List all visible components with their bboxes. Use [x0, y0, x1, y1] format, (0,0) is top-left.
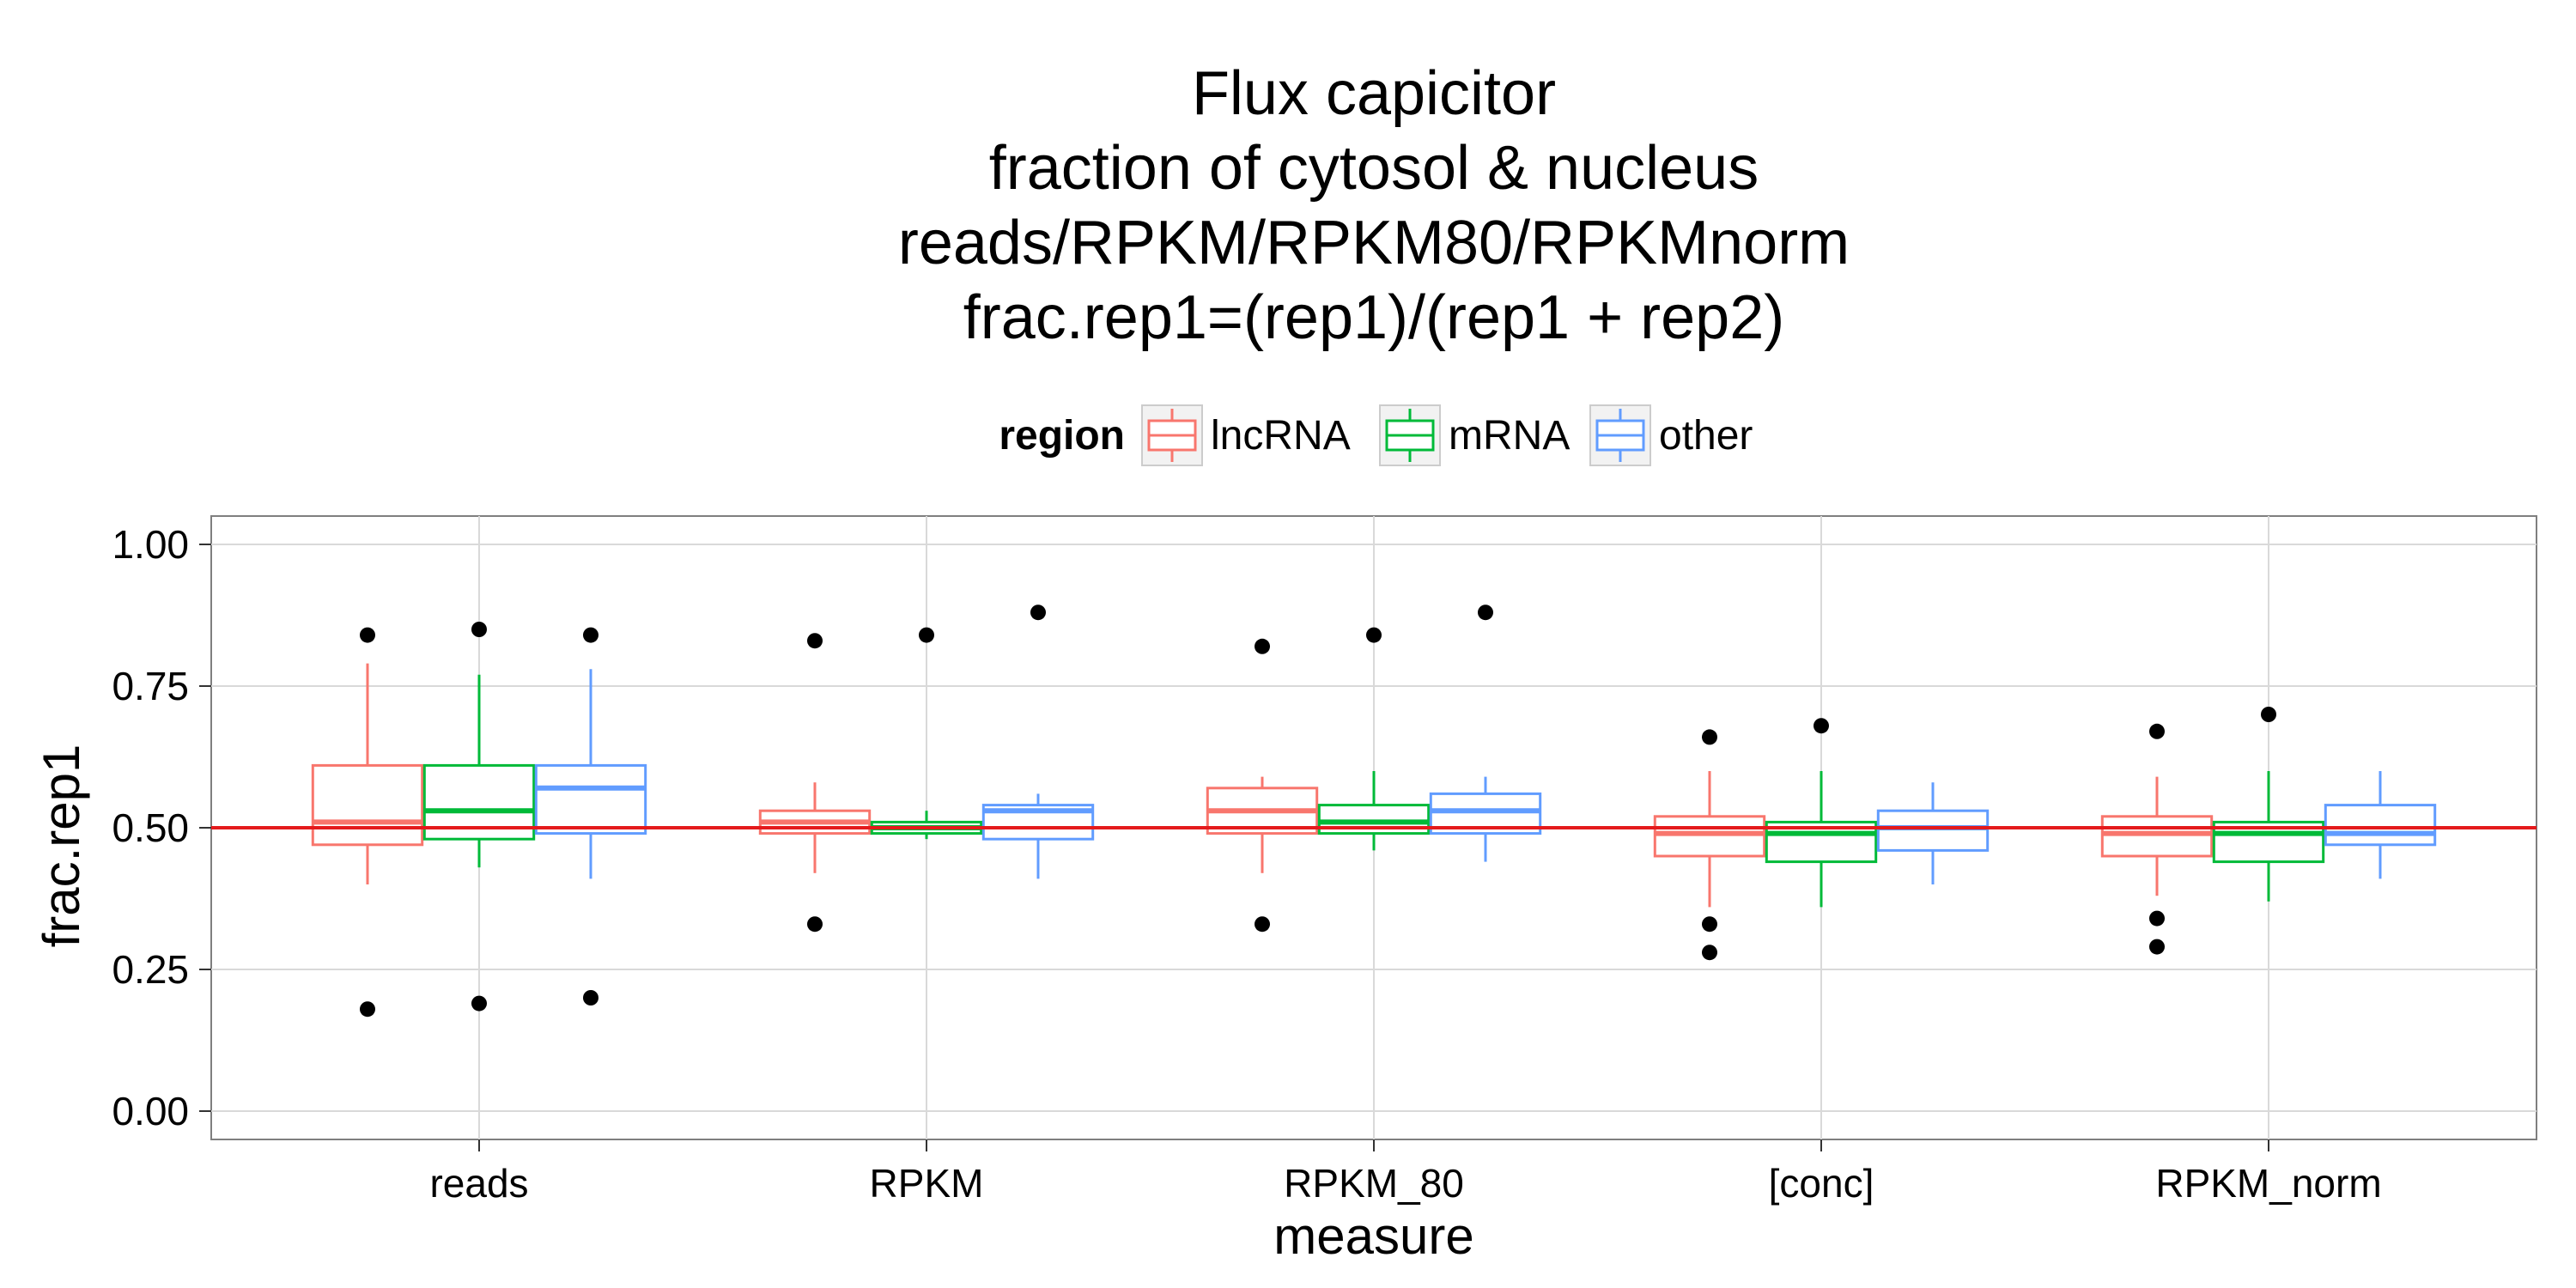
title-line-4: frac.rep1=(rep1)/(rep1 + rep2) [963, 283, 1784, 352]
outlier-point [583, 627, 598, 643]
outlier-point [360, 1001, 375, 1018]
legend-label: other [1659, 413, 1753, 459]
outlier-point [807, 916, 823, 933]
y-axis-title: frac.rep1 [33, 744, 90, 948]
outlier-point [2149, 939, 2165, 955]
box-other-RPKM [981, 605, 1095, 879]
outlier-point [1702, 729, 1717, 745]
legend-item-mRNA: mRNA [1379, 404, 1570, 466]
outlier-point [1814, 718, 1829, 734]
x-tick-label: RPKM_80 [1284, 1161, 1464, 1206]
legend-item-lncRNA: lncRNA [1141, 404, 1351, 466]
x-tick-label: RPKM_norm [2155, 1161, 2381, 1206]
box-lncRNA-RPKM [758, 633, 872, 933]
y-tick-label: 0.25 [112, 947, 189, 992]
box-body [1653, 815, 1766, 858]
x-tick-label: RPKM [870, 1161, 984, 1206]
title-line-3: reads/RPKM/RPKM80/RPKMnorm [898, 209, 1850, 277]
outlier-point [2149, 723, 2165, 739]
outlier-point [1255, 638, 1270, 654]
box-body [311, 763, 424, 847]
box-other-reads [534, 627, 647, 1005]
box-body [1876, 809, 1990, 852]
outlier-point [2149, 910, 2165, 927]
y-axis: 0.00 0.25 0.50 0.75 1.00 [112, 522, 211, 1133]
y-tick-label: 0.75 [112, 664, 189, 708]
outlier-point [583, 990, 598, 1005]
legend-label: lncRNA [1211, 413, 1351, 459]
x-axis: reads RPKM RPKM_80 [conc] RPKM_norm [429, 1139, 2382, 1206]
x-tick-label: reads [429, 1161, 528, 1206]
title-line-2: fraction of cytosol & nucleus [989, 134, 1759, 203]
outlier-point [919, 627, 934, 643]
y-tick-label: 1.00 [112, 522, 189, 567]
plot-area [210, 515, 2537, 1140]
x-axis-title: measure [1273, 1207, 1473, 1265]
outlier-point [1366, 627, 1382, 643]
outlier-point [1478, 605, 1493, 621]
outlier-point [1030, 605, 1046, 621]
legend: region lncRNA mRNA other [999, 404, 1753, 466]
outlier-point [471, 995, 487, 1012]
title-line-1: Flux capicitor [1192, 59, 1556, 128]
outlier-point [471, 622, 487, 637]
outlier-point [1702, 945, 1717, 961]
box-body [534, 763, 647, 835]
box-lncRNA-RPKM_norm [2100, 723, 2214, 955]
box-body [2100, 815, 2214, 858]
box-lncRNA-reads [311, 627, 424, 1018]
outlier-point [1702, 916, 1717, 933]
outlier-point [2261, 707, 2276, 722]
y-tick-label: 0.50 [112, 805, 189, 850]
y-tick-label: 0.00 [112, 1089, 189, 1133]
legend-label: mRNA [1449, 413, 1570, 459]
box-lncRNA-[conc] [1653, 729, 1766, 961]
outlier-point [807, 633, 823, 649]
chart-title: Flux capicitor fraction of cytosol & nuc… [898, 59, 1850, 352]
outlier-point [1255, 916, 1270, 933]
box-lncRNA-RPKM_80 [1206, 638, 1319, 933]
box-other-RPKM_norm [2324, 771, 2437, 879]
outlier-point [360, 627, 375, 643]
legend-item-other: other [1589, 404, 1753, 466]
box-body [2324, 804, 2437, 847]
legend-title: region [999, 413, 1125, 459]
x-tick-label: [conc] [1769, 1161, 1874, 1206]
